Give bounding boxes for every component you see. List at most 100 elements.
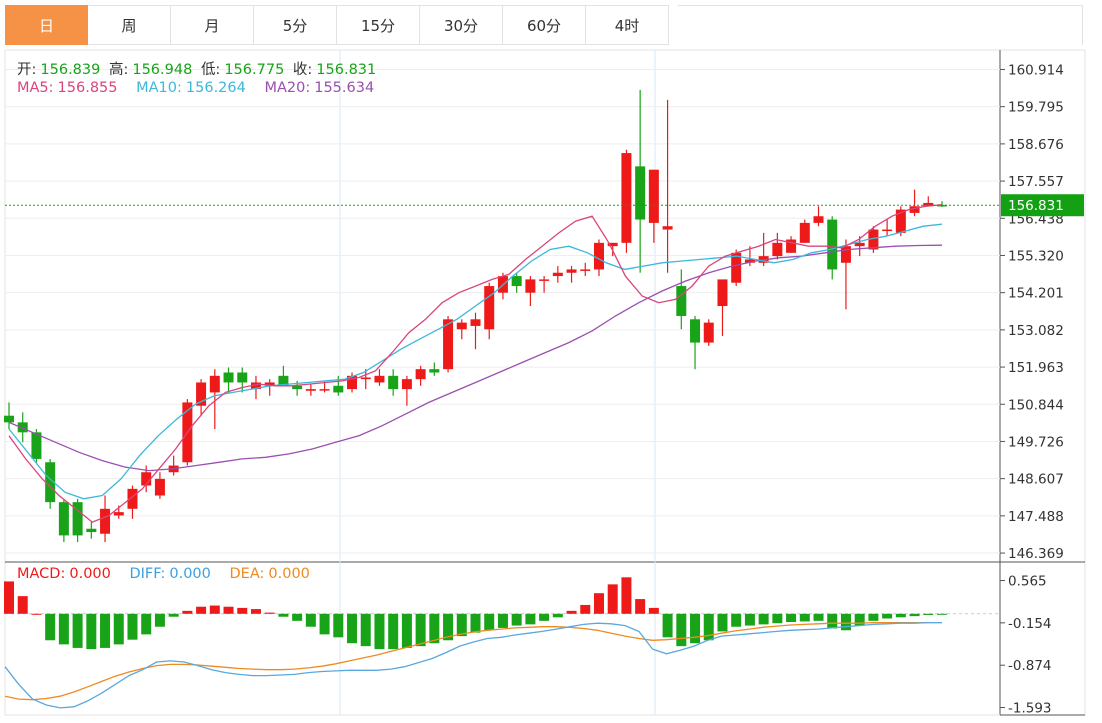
macd-histogram-bar [525,613,536,625]
macd-histogram-bar [278,613,289,617]
candle-body [100,508,111,534]
macd-histogram-bar [786,613,797,623]
price-tick-label: 154.201 [1008,286,1064,302]
macd-histogram-bar [196,606,207,614]
price-tick-label: 155.320 [1008,248,1064,264]
macd-histogram-bar [593,593,604,614]
last-price-tag [1001,194,1084,217]
macd-histogram-bar [470,613,481,633]
price-tick-label: 158.676 [1008,137,1064,153]
macd-histogram-bar [854,613,865,626]
price-tick-label: 148.607 [1008,472,1064,488]
candle-body [799,222,810,243]
dea-value: 0.000 [268,566,310,582]
macd-histogram-bar [86,613,97,650]
ma10-value: 156.264 [185,80,246,96]
candle-body [223,372,234,383]
macd-histogram-bar [676,613,687,647]
low-label: 低: [200,62,221,78]
candle-body [607,242,618,247]
macd-histogram-bar [731,613,742,627]
macd-tick-label: -1.593 [1008,701,1052,717]
price-tick-label: 147.488 [1008,509,1064,525]
candle-body [635,166,646,220]
candle-body [648,169,659,223]
ma5-line [8,203,943,523]
tab-30min[interactable]: 30分 [420,5,503,45]
macd-histogram-bar [100,613,111,648]
macd-histogram-bar [868,613,879,621]
macd-histogram-bar [388,613,399,650]
macd-histogram-bar [635,599,646,614]
ma10-label: MA10: [136,80,182,96]
macd-histogram-bar [895,613,906,618]
macd-histogram-bar [374,613,385,650]
macd-histogram-bar [799,613,810,622]
macd-histogram-bar [840,613,851,631]
tab-15min[interactable]: 15分 [337,5,420,45]
candle-body [86,528,97,533]
price-tick-label: 157.557 [1008,174,1064,190]
candle-body [470,319,481,326]
macd-histogram-bar [17,596,28,614]
candle-body [703,322,714,343]
candle-body [786,239,797,253]
macd-histogram-bar [744,613,755,626]
candle-body [840,246,851,263]
tab-week[interactable]: 周 [88,5,171,45]
candle-body [237,372,248,383]
candle-body [113,512,124,516]
candle-body [333,385,344,393]
candle-body [127,488,138,509]
macd-histogram-bar [113,613,124,645]
macd-histogram-bar [360,613,371,647]
candle-body [744,259,755,263]
macd-histogram-bar [882,613,893,619]
last-price-label: 156.831 [1008,198,1064,214]
macd-histogram-bar [127,613,138,640]
macd-tick-label: -0.154 [1008,616,1052,632]
macd-histogram-bar [511,613,522,626]
price-tick-label: 149.726 [1008,434,1064,450]
macd-histogram-bar [319,613,330,635]
diff-line [4,621,942,709]
macd-histogram-bar [209,605,220,614]
candle-body [4,415,14,423]
candle-body [552,272,563,277]
macd-histogram-bar [347,613,358,644]
tab-60min[interactable]: 60分 [503,5,586,45]
tab-month[interactable]: 月 [171,5,254,45]
candle-body [539,279,550,281]
macd-histogram-bar [772,613,783,624]
macd-histogram-bar [827,613,838,629]
macd-histogram-bar [429,613,440,644]
macd-histogram-bar [607,584,618,614]
candle-body [319,389,330,391]
macd-histogram-bar [813,613,824,621]
macd-histogram-bar [223,606,234,614]
macd-histogram-bar [923,613,934,615]
macd-histogram-bar [552,613,563,618]
macd-histogram-bar [484,613,495,631]
close-label: 收: [292,62,313,78]
candle-body [895,209,906,233]
macd-histogram-bar [703,613,714,641]
candle-body [209,375,220,393]
macd-histogram-bar [45,613,56,641]
tab-5min[interactable]: 5分 [254,5,337,45]
tab-day[interactable]: 日 [5,5,88,45]
macd-histogram-bar [31,613,42,615]
macd-histogram-bar [237,607,248,614]
macd-histogram-bar [937,613,947,615]
tab-4h[interactable]: 4时 [586,5,669,45]
candle-body [827,219,838,270]
candle-body [456,322,467,330]
ma5-label: MA5: [17,80,54,96]
macd-histogram-bar [264,612,275,614]
candle-body [868,229,879,250]
price-tick-label: 146.369 [1008,546,1064,562]
candle-body [305,389,316,391]
candle-body [250,382,261,390]
macd-histogram-bar [58,613,69,645]
